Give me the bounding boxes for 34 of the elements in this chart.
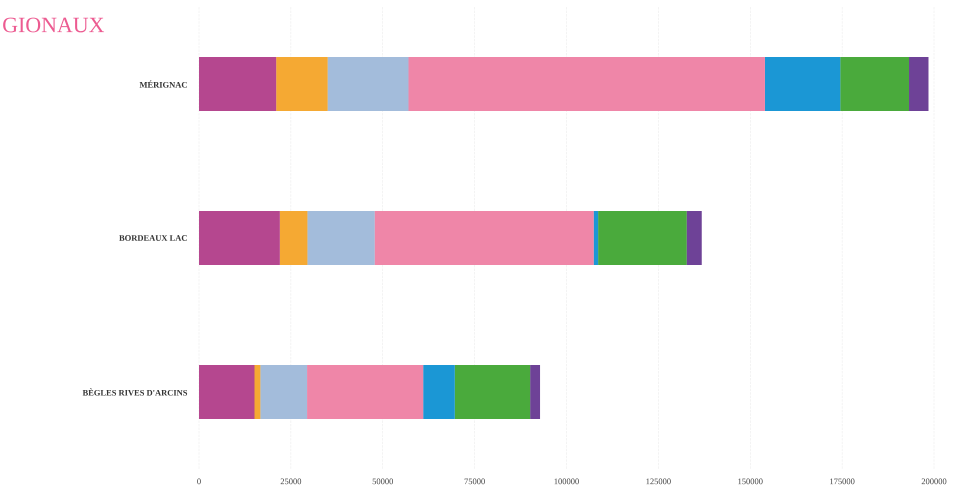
bar: [764, 57, 840, 111]
bar: [598, 211, 687, 265]
bar: [307, 365, 424, 419]
bar: [199, 211, 280, 265]
x-tick-label: 125000: [646, 478, 671, 484]
y-tick-label: MÉRIGNAC: [140, 80, 187, 88]
x-tick-label: 75000: [464, 478, 485, 484]
x-tick-label: 150000: [738, 478, 763, 484]
bar: [594, 211, 598, 265]
bar: [254, 365, 260, 419]
bar: [909, 57, 928, 111]
y-tick-label: BORDEAUX LAC: [119, 235, 187, 241]
bar: [276, 57, 328, 111]
bar: [840, 57, 910, 111]
bar: [328, 57, 408, 111]
bar: [260, 365, 308, 419]
x-tick-label: 200000: [922, 478, 946, 484]
y-tick-label: BÈGLES RIVES D'ARCINS: [82, 388, 188, 396]
bar: [686, 211, 702, 265]
chart-title: GIONAUX: [3, 18, 104, 32]
bar: [280, 211, 308, 265]
x-tick-label: 25000: [280, 478, 302, 484]
bar: [408, 57, 765, 111]
bar: [423, 365, 455, 419]
bar: [199, 365, 254, 419]
bar: [199, 57, 276, 111]
bar: [307, 211, 375, 265]
x-tick-label: 100000: [554, 478, 579, 484]
bar: [530, 365, 540, 419]
bar: [454, 365, 530, 419]
x-tick-label: 50000: [372, 478, 394, 484]
bar: [374, 211, 594, 265]
x-tick-label: 0: [197, 478, 201, 484]
x-tick-label: 175000: [830, 478, 855, 484]
